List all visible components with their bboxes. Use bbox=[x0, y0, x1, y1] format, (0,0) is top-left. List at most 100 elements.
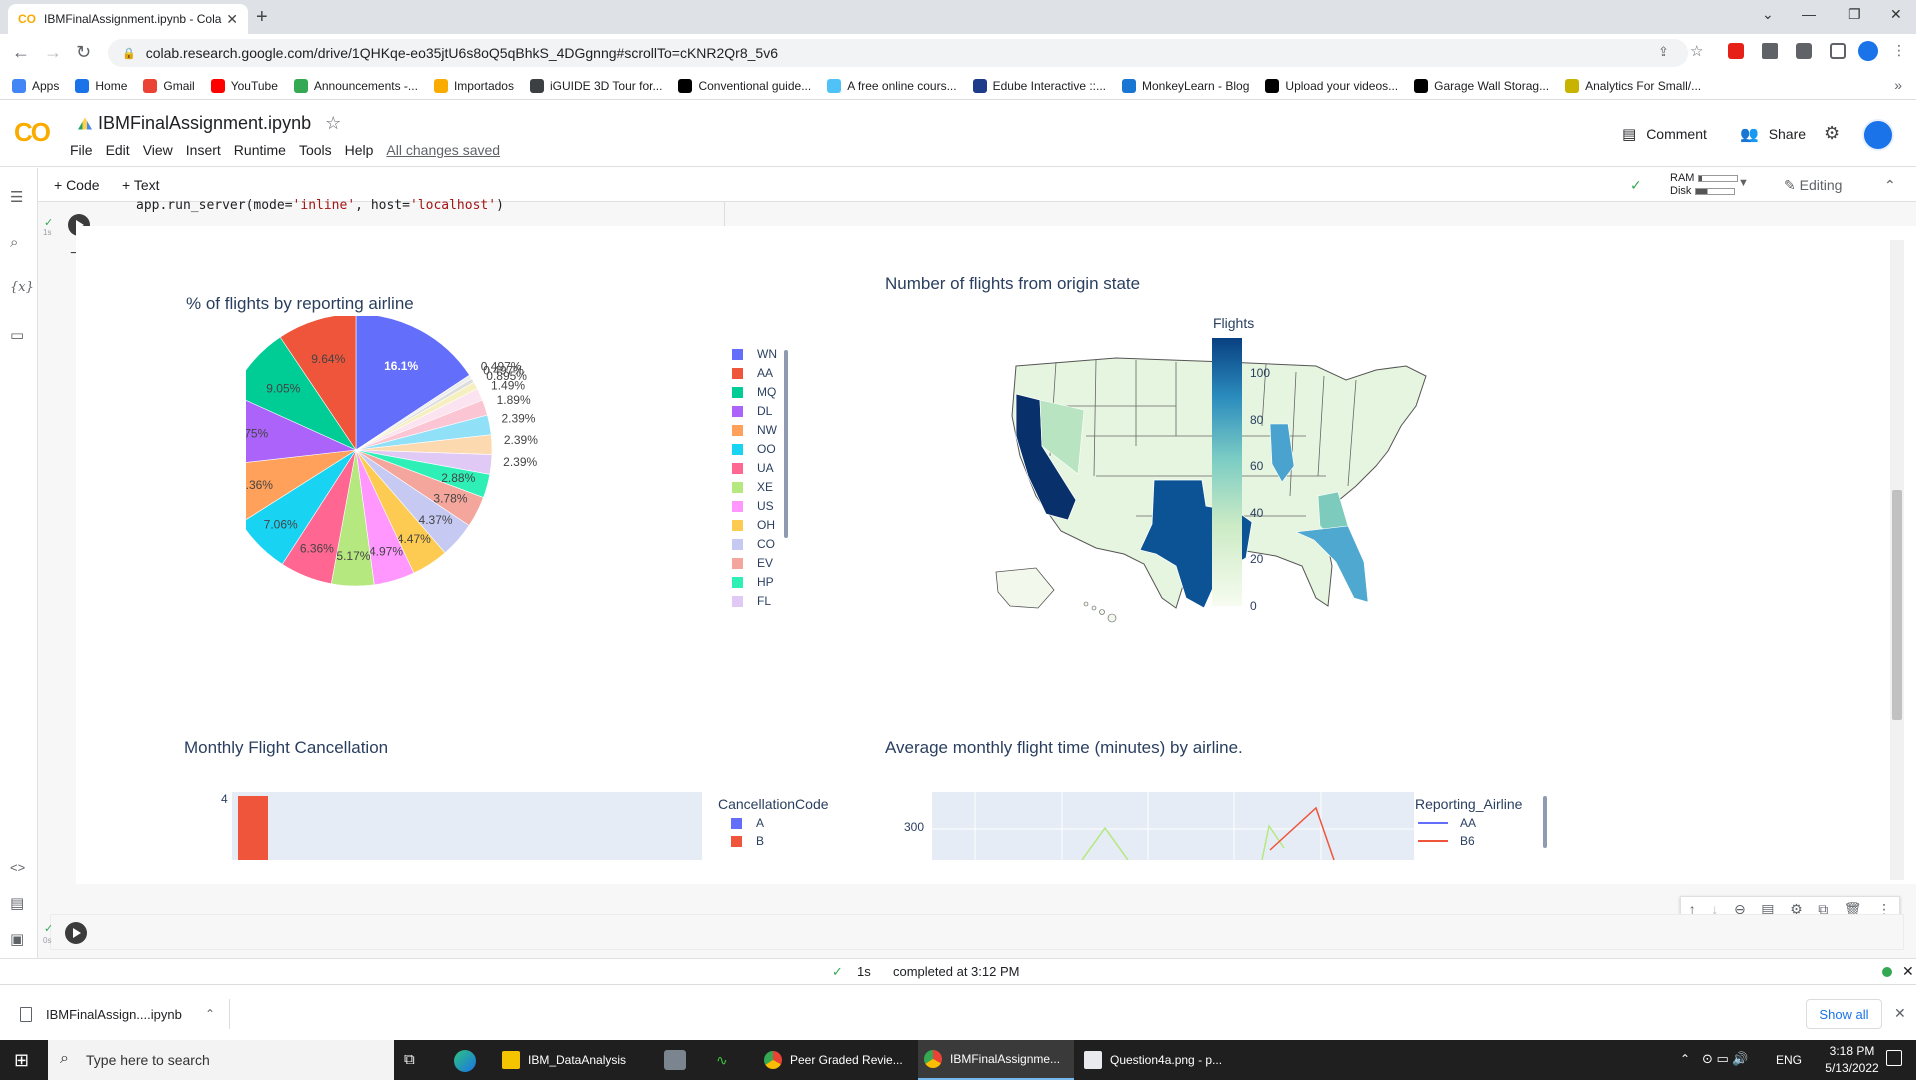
delete-cell-icon[interactable]: 🗑 bbox=[1843, 900, 1862, 917]
flight-time-legend-aa[interactable]: AA bbox=[1418, 816, 1476, 830]
menu-file[interactable]: File bbox=[70, 142, 93, 158]
restore-icon[interactable]: ❐ bbox=[1848, 6, 1861, 22]
bookmark-item[interactable]: Garage Wall Storag... bbox=[1414, 78, 1549, 93]
pie-legend-item-dl[interactable]: DL bbox=[732, 404, 772, 418]
bookmark-item[interactable]: MonkeyLearn - Blog bbox=[1122, 78, 1249, 93]
output-scrollbar-thumb[interactable] bbox=[1892, 490, 1902, 720]
move-up-icon[interactable]: ↑ bbox=[1688, 901, 1696, 917]
pie-legend-item-oh[interactable]: OH bbox=[732, 518, 775, 532]
side-panel-icon[interactable] bbox=[1830, 43, 1846, 59]
pie-legend-item-wn[interactable]: WN bbox=[732, 347, 777, 361]
add-text-button[interactable]: + Text bbox=[122, 177, 160, 193]
taskbar-monitor-icon[interactable]: ∿ bbox=[716, 1052, 728, 1068]
output-actions-icon[interactable]: ⇥ bbox=[70, 244, 82, 261]
download-chevron-icon[interactable]: ⌃ bbox=[204, 1007, 215, 1021]
colab-logo[interactable]: CO bbox=[14, 117, 51, 147]
bookmark-item[interactable]: Conventional guide... bbox=[678, 78, 811, 93]
cell-settings-icon[interactable]: ⚙ bbox=[1790, 900, 1803, 917]
youtube-extension-icon[interactable] bbox=[1728, 43, 1744, 59]
bookmark-item[interactable]: Importados bbox=[433, 78, 514, 93]
resource-meter[interactable]: RAM Disk bbox=[1670, 172, 1739, 198]
cancellation-bar-b[interactable] bbox=[238, 796, 268, 860]
show-all-button[interactable]: Show all bbox=[1806, 999, 1882, 1029]
code-cell[interactable]: ✓ 1s ⇥ app.run_server(mode='inline', hos… bbox=[38, 198, 1904, 260]
flight-time-legend-b6[interactable]: B6 bbox=[1418, 834, 1475, 848]
close-downloads-icon[interactable]: ✕ bbox=[1894, 1005, 1906, 1021]
menu-runtime[interactable]: Runtime bbox=[233, 142, 286, 158]
bookmark-item[interactable]: A free online cours... bbox=[827, 78, 957, 93]
more-actions-icon[interactable]: ⋮ bbox=[1877, 900, 1892, 917]
files-folder-icon[interactable]: ▭ bbox=[10, 327, 25, 344]
profile-avatar-icon[interactable] bbox=[1858, 41, 1878, 61]
edge-browser-icon[interactable] bbox=[454, 1050, 476, 1072]
reload-icon[interactable]: ↻ bbox=[76, 42, 92, 62]
move-down-icon[interactable]: ↓ bbox=[1711, 901, 1719, 917]
menu-view[interactable]: View bbox=[142, 142, 173, 158]
bookmark-item[interactable]: iGUIDE 3D Tour for... bbox=[529, 78, 662, 93]
comment-cell-icon[interactable]: ▤ bbox=[1761, 900, 1775, 917]
link-icon[interactable]: ⊖ bbox=[1733, 900, 1746, 917]
save-status-link[interactable]: All changes saved bbox=[386, 142, 501, 158]
editing-mode-button[interactable]: ✎ Editing bbox=[1784, 177, 1842, 194]
bookmark-item[interactable]: Upload your videos... bbox=[1265, 78, 1398, 93]
pie-legend-item-co[interactable]: CO bbox=[732, 537, 775, 551]
share-button[interactable]: 👥 Share bbox=[1740, 125, 1806, 143]
choropleth-map[interactable] bbox=[976, 336, 1446, 626]
menu-tools[interactable]: Tools bbox=[298, 142, 332, 158]
tray-time[interactable]: 3:18 PM bbox=[1829, 1044, 1875, 1058]
command-palette-icon[interactable]: ▤ bbox=[10, 895, 25, 912]
new-tab-icon[interactable]: + bbox=[256, 6, 268, 28]
cancellation-legend-a[interactable]: A bbox=[731, 816, 764, 830]
omnibox[interactable]: 🔒 colab.research.google.com/drive/1QHKqe… bbox=[108, 39, 1688, 67]
pie-legend-item-hp[interactable]: HP bbox=[732, 575, 774, 589]
user-avatar[interactable] bbox=[1862, 119, 1894, 151]
bookmark-star-icon[interactable]: ☆ bbox=[1690, 43, 1704, 60]
extensions-puzzle-icon[interactable] bbox=[1762, 43, 1778, 59]
settings-gear-icon[interactable]: ⚙ bbox=[1824, 123, 1841, 143]
taskbar-app-explorer[interactable]: IBM_DataAnalysis bbox=[496, 1040, 652, 1080]
mirror-cell-icon[interactable]: ⧉ bbox=[1818, 900, 1829, 917]
add-code-button[interactable]: + Code bbox=[54, 177, 100, 193]
chrome-menu-icon[interactable]: ⋮ bbox=[1892, 42, 1906, 58]
task-view-icon[interactable]: ⧉ bbox=[404, 1051, 415, 1068]
forward-icon[interactable]: → bbox=[44, 42, 62, 62]
bookmark-item[interactable]: YouTube bbox=[210, 78, 278, 93]
tab-search-chevron-icon[interactable]: ⌄ bbox=[1762, 6, 1774, 22]
taskbar-app-chrome-1[interactable]: Peer Graded Revie... bbox=[758, 1040, 914, 1080]
bookmark-item[interactable]: Apps bbox=[12, 78, 59, 93]
status-close-icon[interactable]: ✕ bbox=[1902, 963, 1914, 979]
reading-list-icon[interactable] bbox=[1796, 43, 1812, 59]
bookmark-item[interactable]: Analytics For Small/... bbox=[1565, 78, 1701, 93]
pie-legend-item-us[interactable]: US bbox=[732, 499, 774, 513]
cancellation-legend-b[interactable]: B bbox=[731, 834, 764, 848]
pie-legend-item-ev[interactable]: EV bbox=[732, 556, 773, 570]
pie-legend-scrollbar[interactable] bbox=[784, 350, 788, 538]
comment-button[interactable]: ▤ Comment bbox=[1622, 125, 1707, 143]
pie-legend-item-ua[interactable]: UA bbox=[732, 461, 774, 475]
download-item[interactable]: IBMFinalAssign....ipynb ⌃ bbox=[20, 999, 230, 1029]
notifications-icon[interactable] bbox=[1886, 1050, 1902, 1066]
tray-language[interactable]: ENG bbox=[1776, 1053, 1803, 1067]
pie-chart[interactable]: 16.1% 0.497%0.497%0.895%1.49%1.89% 2.39% 2.… bbox=[246, 316, 576, 626]
tray-date[interactable]: 5/13/2022 bbox=[1825, 1061, 1879, 1075]
taskbar-photos-icon[interactable] bbox=[664, 1050, 686, 1070]
runtime-dropdown-icon[interactable]: ▼ bbox=[1738, 177, 1749, 189]
pie-legend-item-fl[interactable]: FL bbox=[732, 594, 771, 608]
notebook-title-text[interactable]: IBMFinalAssignment.ipynb bbox=[98, 113, 312, 133]
terminal-icon[interactable]: ▣ bbox=[10, 931, 25, 948]
notebook-title[interactable]: IBMFinalAssignment.ipynb ☆ bbox=[78, 113, 341, 134]
back-icon[interactable]: ← bbox=[12, 42, 30, 62]
taskbar-app-paint[interactable]: Question4a.png - p... bbox=[1078, 1040, 1234, 1080]
pie-legend-item-oo[interactable]: OO bbox=[732, 442, 776, 456]
bookmark-item[interactable]: Edube Interactive ::... bbox=[972, 78, 1106, 93]
empty-code-cell[interactable] bbox=[50, 914, 1904, 950]
close-window-icon[interactable]: ✕ bbox=[1890, 6, 1902, 22]
search-icon[interactable]: ⌕ bbox=[10, 234, 19, 251]
flight-time-plot[interactable] bbox=[932, 792, 1414, 860]
windows-start-icon[interactable]: ⊞ bbox=[14, 1050, 30, 1070]
code-snippets-icon[interactable]: <> bbox=[10, 860, 26, 875]
bookmark-item[interactable]: Gmail bbox=[143, 78, 195, 93]
pie-legend-item-xe[interactable]: XE bbox=[732, 480, 773, 494]
tray-overflow-icon[interactable]: ⌃ bbox=[1680, 1052, 1691, 1066]
code-line[interactable]: app.run_server(mode='inline', host='loca… bbox=[136, 198, 504, 213]
